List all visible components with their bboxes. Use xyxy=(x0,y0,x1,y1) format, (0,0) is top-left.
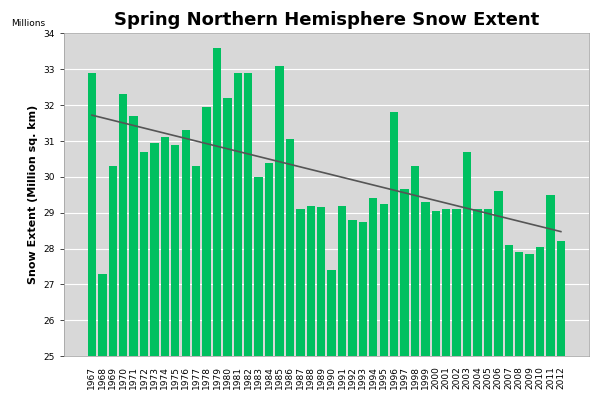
Bar xyxy=(140,152,148,356)
Bar xyxy=(286,139,294,356)
Bar xyxy=(546,195,554,356)
Title: Spring Northern Hemisphere Snow Extent: Spring Northern Hemisphere Snow Extent xyxy=(114,11,539,29)
Bar xyxy=(484,209,492,356)
Bar xyxy=(109,166,117,356)
Bar xyxy=(119,94,127,356)
Bar xyxy=(307,206,315,356)
Y-axis label: Snow Extent (Million sq. km): Snow Extent (Million sq. km) xyxy=(28,105,38,284)
Bar xyxy=(463,152,471,356)
Bar xyxy=(192,166,200,356)
Bar xyxy=(328,270,336,356)
Bar xyxy=(452,209,461,356)
Bar xyxy=(536,247,544,356)
Bar xyxy=(526,254,534,356)
Bar xyxy=(161,138,169,356)
Text: Millions: Millions xyxy=(11,19,45,28)
Bar xyxy=(442,209,451,356)
Bar xyxy=(411,166,419,356)
Bar xyxy=(338,206,346,356)
Bar xyxy=(98,274,107,356)
Bar xyxy=(213,48,221,356)
Bar xyxy=(369,198,377,356)
Bar xyxy=(202,107,211,356)
Bar xyxy=(400,190,409,356)
Bar xyxy=(296,209,305,356)
Bar xyxy=(348,220,356,356)
Bar xyxy=(233,73,242,356)
Bar xyxy=(515,252,523,356)
Bar xyxy=(421,202,430,356)
Bar xyxy=(275,66,284,356)
Bar xyxy=(130,116,138,356)
Bar xyxy=(254,177,263,356)
Bar xyxy=(182,130,190,356)
Bar xyxy=(171,145,179,356)
Bar xyxy=(244,73,253,356)
Bar xyxy=(359,222,367,356)
Bar xyxy=(380,204,388,356)
Bar xyxy=(431,211,440,356)
Bar xyxy=(494,191,503,356)
Bar xyxy=(557,242,565,356)
Bar xyxy=(88,73,96,356)
Bar xyxy=(265,162,273,356)
Bar xyxy=(505,245,513,356)
Bar xyxy=(473,209,482,356)
Bar xyxy=(317,207,325,356)
Bar xyxy=(150,143,158,356)
Bar xyxy=(223,98,232,356)
Bar xyxy=(390,112,398,356)
